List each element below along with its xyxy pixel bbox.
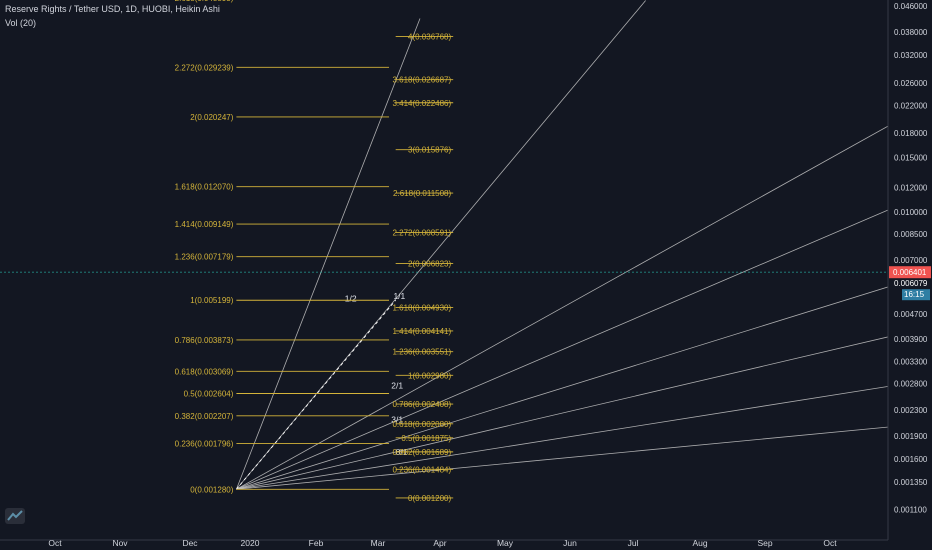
fib-left-label: 2(0.020247) [190,113,233,122]
x-tick-label: Oct [48,538,62,548]
fib-left-label: 1.414(0.009149) [175,220,234,229]
fib-left-label: 1.236(0.007179) [175,253,234,262]
prev-price-label: 0.006079 [894,279,928,288]
y-tick-label: 0.018000 [894,129,928,138]
fan-label: 1/2 [345,294,357,304]
fan-line-8-1 [236,422,932,490]
y-tick-label: 0.032000 [894,51,928,60]
fib-extensions: 0(0.001280) 0.236(0.001796) 0.382(0.002207… [175,0,454,503]
x-tick-label: Oct [823,538,837,548]
y-tick-label: 0.008500 [894,230,928,239]
fib-right-label: 3.618(0.026687) [392,76,451,85]
fib-left-label: 0.5(0.002604) [184,389,234,398]
fib-right-label: 0.382(0.001689) [392,448,451,457]
fib-left-label: 2.618(0.048893) [175,0,234,3]
fan-label: 1/1 [393,291,405,301]
x-tick-label: Dec [182,538,198,548]
y-tick-label: 0.046000 [894,2,928,11]
y-tick-label: 0.001100 [894,506,927,515]
volume-indicator-label[interactable]: Vol (20) [5,18,37,28]
fib-left-label: 0.236(0.001796) [175,440,234,449]
fib-right-label: 4(0.036768) [408,32,451,41]
fan-line-2-1 [236,272,932,490]
tradingview-logo-icon [5,508,25,524]
y-tick-label: 0.022000 [894,102,928,111]
y-tick-label: 0.012000 [894,183,928,192]
y-tick-label: 0.001600 [894,455,928,464]
price-badge-text: 0.006401 [893,268,927,277]
fib-right-label: 2(0.006823) [408,260,451,269]
x-tick-label: 2020 [241,538,260,548]
fib-right-label: 3(0.015876) [408,146,451,155]
y-tick-label: 0.002300 [894,406,928,415]
fib-left-label: 0.786(0.003873) [175,336,234,345]
price-badge [889,266,931,279]
y-tick-label: 0.003900 [894,335,928,344]
y-tick-label: 0.003300 [894,358,928,367]
y-tick-label: 0.007000 [894,256,928,265]
y-tick-label: 0.010000 [894,208,928,217]
y-tick-label: 0.038000 [894,28,928,37]
fib-left-label: 0.382(0.002207) [175,412,234,421]
fib-left-label: 0.618(0.003069) [175,367,234,376]
x-tick-label: Nov [112,538,128,548]
x-tick-label: Aug [692,538,707,548]
gann-fan: 1/2 1/12/13/18/1 [236,0,932,490]
y-tick-label: 0.002800 [894,380,928,389]
fib-left-label: 0(0.001280) [190,485,233,494]
fan-line-1-1 [236,190,932,490]
fan-line-1-8 [236,18,421,490]
fib-right-label: 1.414(0.004141) [392,327,451,336]
fib-right-label: 3.414(0.022486) [392,99,451,108]
fib-left-label: 2.272(0.029239) [175,63,234,72]
x-tick-label: Sep [757,538,772,548]
fib-right-label: 1.618(0.004930) [392,303,451,312]
fan-label: 2/1 [391,381,403,391]
fib-left-label: 1.618(0.012070) [175,183,234,192]
fib-left-label: 1(0.005199) [190,296,233,305]
fan-label: 3/1 [391,415,403,425]
fan-line-4-1 [236,379,932,490]
fan-line-1-4 [236,0,646,490]
y-tick-label: 0.001900 [894,432,928,441]
y-tick-label: 0.026000 [894,79,928,88]
fib-right-label: 0.5(0.001875) [401,434,451,443]
x-tick-label: Apr [433,538,446,548]
dashed-trend-line [236,299,397,490]
y-tick-label: 0.001350 [894,478,928,487]
y-tick-label: 0.015000 [894,153,928,162]
fib-right-label: 0.236(0.001484) [392,465,451,474]
fib-right-label: 1(0.002980) [408,371,451,380]
fib-right-label: 2.618(0.011508) [393,189,451,198]
symbol-title: Reserve Rights / Tether USD, 1D, HUOBI, … [5,4,220,14]
timer-badge-text: 16:15 [904,290,925,299]
fib-right-label: 0(0.001200) [408,494,451,503]
x-tick-label: Feb [309,538,324,548]
x-tick-label: Jul [628,538,639,548]
y-tick-label: 0.004700 [894,310,928,319]
timer-badge [902,289,930,301]
x-tick-label: Mar [371,538,386,548]
fib-right-label: 2.272(0.008591) [392,229,451,238]
fib-right-label: 0.786(0.002408) [392,400,451,409]
fib-right-label: 1.236(0.003551) [392,348,451,357]
x-tick-label: May [497,538,514,548]
fan-line-1-2 [236,101,932,490]
fib-right-label: 0.618(0.002080) [392,420,451,429]
fan-line-3-1 [236,326,932,490]
x-tick-label: Jun [563,538,577,548]
